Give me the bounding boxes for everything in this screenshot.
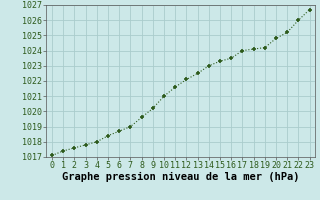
X-axis label: Graphe pression niveau de la mer (hPa): Graphe pression niveau de la mer (hPa) bbox=[62, 172, 300, 182]
